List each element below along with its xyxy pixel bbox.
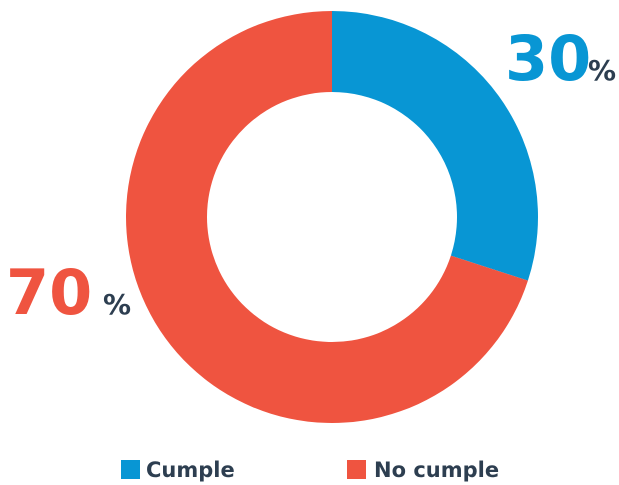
- slice-label-cumple: 30: [505, 22, 591, 95]
- legend-label-no-cumple: No cumple: [374, 458, 499, 482]
- donut-slice-cumple: [332, 11, 539, 281]
- legend-label-cumple: Cumple: [146, 458, 235, 482]
- donut-slices: [126, 11, 539, 423]
- percent-sign-no-cumple: %: [103, 288, 131, 321]
- percent-sign-cumple: %: [588, 54, 616, 87]
- legend-swatch-no-cumple: [347, 460, 366, 479]
- donut-slice-no-cumple: [126, 11, 528, 423]
- slice-label-no-cumple: 70: [6, 256, 92, 329]
- legend: Cumple No cumple: [121, 458, 499, 482]
- legend-swatch-cumple: [121, 460, 140, 479]
